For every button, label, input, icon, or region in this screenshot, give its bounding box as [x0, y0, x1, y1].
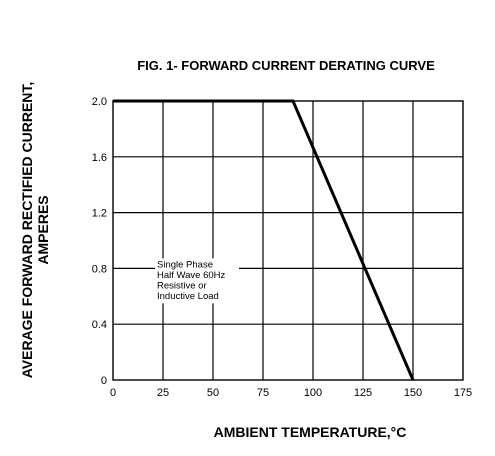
annotation-box	[155, 258, 239, 304]
y-tick-label: 1.2	[92, 208, 107, 220]
plot-frame	[112, 100, 464, 381]
x-tick-label: 50	[207, 387, 219, 399]
annotation-line: Resistive or	[157, 280, 207, 291]
annotation-line: Inductive Load	[157, 291, 219, 302]
curve-point	[412, 379, 414, 381]
y-tick-label: 2.0	[92, 96, 107, 108]
annotation-line: Single Phase	[157, 259, 213, 270]
x-tick-label: 0	[110, 387, 116, 399]
y-tick-label: 0.8	[92, 263, 107, 275]
tick-labels: 0 25 50 75 100 125 150 175 0 0.4 0.8 1.2 1.6 2.0	[92, 96, 472, 399]
y-tick-label: 0	[101, 375, 107, 387]
y-tick-label: 0.4	[92, 319, 107, 331]
y-axis-label-group: AVERAGE FORWARD RECTIFIED CURRENT, AMPER…	[19, 82, 51, 379]
x-tick-label: 150	[404, 387, 422, 399]
x-tick-label: 25	[157, 387, 169, 399]
y-tick-label: 1.6	[92, 152, 107, 164]
x-tick-label: 75	[257, 387, 269, 399]
y-axis-label-line-1: AVERAGE FORWARD RECTIFIED CURRENT,	[19, 82, 35, 379]
y-axis-label-line-2: AMPERES	[35, 195, 51, 264]
x-tick-label: 100	[304, 387, 322, 399]
series-layer	[112, 99, 415, 381]
annotation-line: Half Wave 60Hz	[157, 270, 226, 281]
x-axis-label: AMBIENT TEMPERATURE,°C	[214, 424, 407, 440]
chart-title: FIG. 1- FORWARD CURRENT DERATING CURVE	[137, 58, 435, 73]
x-tick-label: 125	[354, 387, 372, 399]
curve-point	[292, 100, 294, 102]
x-tick-label: 175	[454, 387, 472, 399]
curve-point	[112, 100, 114, 102]
grid	[112, 100, 464, 381]
